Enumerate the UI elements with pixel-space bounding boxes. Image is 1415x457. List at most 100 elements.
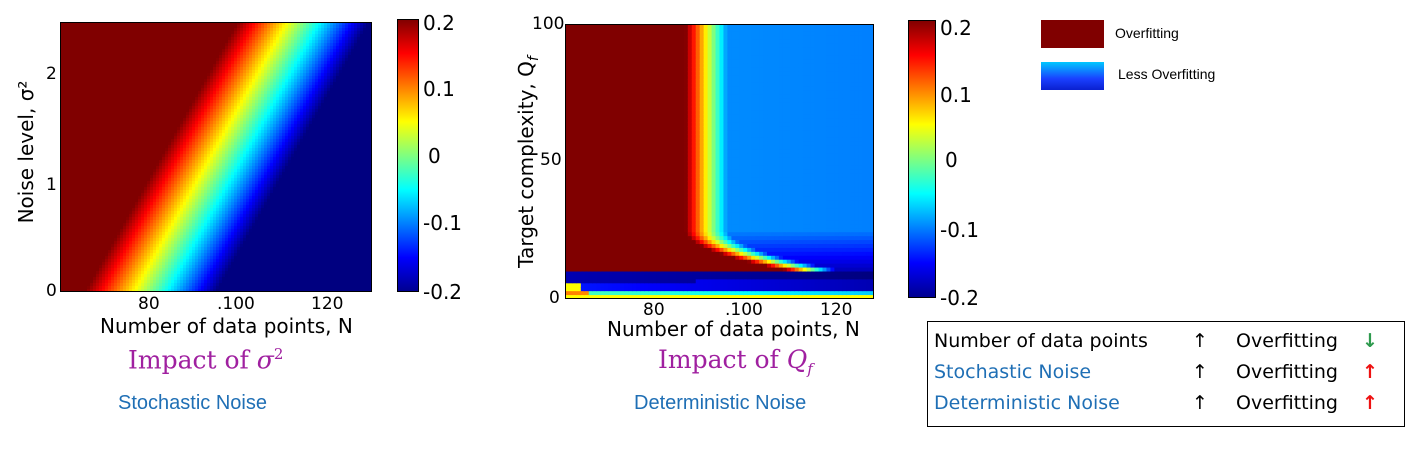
heatmap-cell bbox=[174, 268, 178, 272]
heatmap-cell bbox=[204, 136, 208, 140]
heatmap-cell bbox=[180, 28, 184, 32]
heatmap-cell bbox=[165, 64, 169, 68]
heatmap-cell bbox=[138, 118, 142, 122]
heatmap-cell bbox=[78, 55, 82, 59]
heatmap-cell bbox=[108, 70, 112, 74]
heatmap-cell bbox=[111, 151, 115, 155]
heatmap-cell bbox=[174, 271, 178, 275]
heatmap-cell bbox=[66, 196, 70, 200]
heatmap-cell bbox=[222, 196, 226, 200]
heatmap-cell bbox=[108, 247, 112, 251]
heatmap-cell bbox=[132, 46, 136, 50]
heatmap-cell bbox=[210, 283, 214, 287]
heatmap-cell bbox=[141, 22, 145, 26]
heatmap-cell bbox=[123, 28, 127, 32]
heatmap-cell bbox=[75, 67, 79, 71]
heatmap-cell bbox=[117, 85, 121, 89]
heatmap-cell bbox=[111, 280, 115, 284]
heatmap-cell bbox=[192, 127, 196, 131]
heatmap-cell bbox=[189, 37, 193, 41]
heatmap-cell bbox=[93, 58, 97, 62]
heatmap-cell bbox=[183, 145, 187, 149]
heatmap-cell bbox=[96, 181, 100, 185]
heatmap-cell bbox=[213, 76, 217, 80]
heatmap-cell bbox=[186, 25, 190, 29]
heatmap-cell bbox=[183, 214, 187, 218]
heatmap-cell bbox=[81, 103, 85, 107]
heatmap-cell bbox=[210, 70, 214, 74]
heatmap-cell bbox=[90, 79, 94, 83]
heatmap-cell bbox=[219, 214, 223, 218]
heatmap-cell bbox=[141, 85, 145, 89]
heatmap-cell bbox=[99, 55, 103, 59]
heatmap-cell bbox=[213, 52, 217, 56]
heatmap-cell bbox=[75, 139, 79, 143]
heatmap-cell bbox=[186, 34, 190, 38]
heatmap-cell bbox=[189, 76, 193, 80]
heatmap-cell bbox=[147, 37, 151, 41]
heatmap-cell bbox=[195, 286, 199, 290]
heatmap-cell bbox=[90, 247, 94, 251]
heatmap-cell bbox=[222, 154, 226, 158]
heatmap-cell bbox=[216, 277, 220, 281]
heatmap-cell bbox=[165, 265, 169, 269]
heatmap-cell bbox=[201, 235, 205, 239]
heatmap-cell bbox=[183, 34, 187, 38]
heatmap-cell bbox=[165, 85, 169, 89]
heatmap-cell bbox=[195, 280, 199, 284]
heatmap-cell bbox=[219, 49, 223, 53]
heatmap-cell bbox=[189, 49, 193, 53]
heatmap-cell bbox=[150, 286, 154, 290]
heatmap-cell bbox=[102, 91, 106, 95]
heatmap-cell bbox=[66, 67, 70, 71]
heatmap-cell bbox=[210, 274, 214, 278]
heatmap-cell bbox=[126, 283, 130, 287]
heatmap-cell bbox=[177, 220, 181, 224]
heatmap-cell bbox=[168, 253, 172, 257]
heatmap-cell bbox=[72, 259, 76, 263]
heatmap-cell bbox=[69, 175, 73, 179]
heatmap-cell bbox=[192, 241, 196, 245]
heatmap-cell bbox=[219, 73, 223, 77]
heatmap-cell bbox=[213, 103, 217, 107]
heatmap-cell bbox=[219, 97, 223, 101]
heatmap-cell bbox=[114, 100, 118, 104]
heatmap-cell bbox=[63, 181, 67, 185]
heatmap-cell bbox=[174, 199, 178, 203]
heatmap-cell bbox=[129, 241, 133, 245]
heatmap-cell bbox=[108, 97, 112, 101]
heatmap-cell bbox=[132, 136, 136, 140]
heatmap-cell bbox=[189, 244, 193, 248]
heatmap-cell bbox=[96, 160, 100, 164]
heatmap-cell bbox=[177, 28, 181, 32]
heatmap-cell bbox=[201, 250, 205, 254]
heatmap-cell bbox=[147, 34, 151, 38]
heatmap-cell bbox=[132, 25, 136, 29]
heatmap-cell bbox=[153, 211, 157, 215]
heatmap-cell bbox=[219, 289, 223, 292]
heatmap-cell bbox=[156, 184, 160, 188]
heatmap-cell bbox=[216, 172, 220, 176]
heatmap-cell bbox=[165, 187, 169, 191]
heatmap-cell bbox=[135, 43, 139, 47]
heatmap-cell bbox=[138, 40, 142, 44]
heatmap-cell bbox=[114, 142, 118, 146]
heatmap-cell bbox=[129, 226, 133, 230]
heatmap-cell bbox=[114, 253, 118, 257]
heatmap-cell bbox=[90, 175, 94, 179]
heatmap-cell bbox=[81, 46, 85, 50]
heatmap-cell bbox=[72, 286, 76, 290]
heatmap-cell bbox=[120, 34, 124, 38]
heatmap-cell bbox=[165, 148, 169, 152]
heatmap-cell bbox=[147, 91, 151, 95]
heatmap-cell bbox=[195, 52, 199, 56]
heatmap-cell bbox=[90, 121, 94, 125]
heatmap-cell bbox=[153, 127, 157, 131]
heatmap-cell bbox=[180, 64, 184, 68]
heatmap-cell bbox=[63, 178, 67, 182]
heatmap-cell bbox=[126, 133, 130, 137]
heatmap-cell bbox=[198, 55, 202, 59]
heatmap-cell bbox=[87, 268, 91, 272]
heatmap-cell bbox=[153, 85, 157, 89]
heatmap-cell bbox=[66, 115, 70, 119]
